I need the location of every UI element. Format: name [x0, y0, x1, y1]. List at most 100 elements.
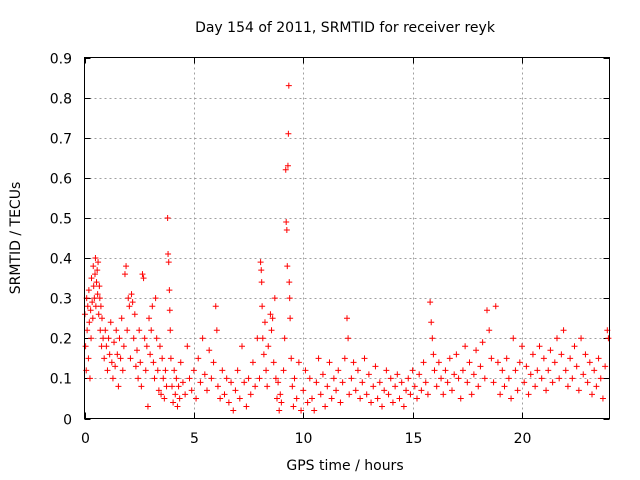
data-point — [241, 379, 248, 386]
data-point — [136, 327, 143, 334]
data-point — [186, 375, 193, 382]
data-point — [374, 395, 381, 402]
data-point — [453, 351, 460, 358]
data-point — [92, 303, 99, 310]
data-point — [586, 359, 593, 366]
data-point — [263, 367, 270, 374]
y-tick-label: 0.6 — [50, 172, 72, 188]
data-point — [259, 335, 266, 342]
data-point — [444, 379, 451, 386]
y-tick-label: 0.8 — [50, 92, 72, 108]
data-point — [152, 295, 159, 302]
data-point — [582, 351, 589, 358]
data-point — [134, 347, 140, 354]
data-point — [199, 335, 206, 342]
data-point — [473, 347, 480, 354]
data-point — [538, 375, 545, 382]
data-point — [94, 267, 101, 274]
data-point — [166, 287, 173, 294]
data-point — [287, 315, 294, 322]
data-point — [427, 299, 434, 306]
data-point — [127, 355, 134, 362]
data-point — [236, 395, 243, 402]
data-point — [87, 307, 94, 314]
data-point — [468, 391, 475, 398]
data-point — [284, 162, 291, 169]
data-point — [418, 387, 425, 394]
data-point — [204, 387, 210, 394]
data-point — [352, 387, 359, 394]
data-point — [309, 395, 315, 402]
data-point — [130, 335, 137, 342]
data-point — [532, 383, 539, 390]
data-point — [119, 367, 126, 374]
data-point — [394, 371, 401, 378]
data-point — [429, 335, 436, 342]
data-point — [424, 391, 431, 398]
data-point — [562, 367, 569, 374]
data-point — [182, 391, 189, 398]
data-point — [138, 383, 145, 390]
data-point — [470, 371, 477, 378]
data-point — [167, 355, 174, 362]
data-point — [569, 375, 576, 382]
data-point — [228, 379, 235, 386]
data-point — [265, 343, 272, 350]
data-point — [256, 375, 263, 382]
data-point — [589, 391, 595, 398]
data-point — [151, 375, 158, 382]
data-point — [114, 351, 121, 358]
data-point — [166, 307, 173, 314]
data-point — [184, 343, 191, 350]
data-point — [140, 275, 147, 282]
data-point — [195, 355, 202, 362]
data-point — [221, 391, 228, 398]
data-point — [346, 391, 353, 398]
data-point — [245, 375, 252, 382]
data-point — [545, 367, 552, 374]
data-point — [109, 375, 116, 382]
data-point — [283, 218, 290, 225]
data-point — [431, 367, 438, 374]
data-point — [120, 343, 127, 350]
data-point — [549, 379, 556, 386]
data-point — [514, 387, 521, 394]
data-point — [409, 367, 416, 374]
data-point — [261, 319, 268, 326]
data-point — [350, 359, 357, 366]
data-point — [494, 359, 501, 366]
data-point — [86, 375, 93, 382]
data-point — [131, 311, 138, 318]
data-point — [285, 82, 292, 89]
data-point — [286, 279, 293, 286]
data-point — [281, 335, 288, 342]
y-tick-label: 0.3 — [50, 292, 72, 308]
data-point — [167, 327, 174, 334]
data-point — [490, 379, 497, 386]
data-point — [457, 395, 464, 402]
data-point — [430, 351, 437, 358]
data-point — [451, 371, 458, 378]
data-point — [107, 319, 114, 326]
data-point — [383, 367, 390, 374]
data-point — [322, 403, 329, 410]
data-point — [239, 343, 245, 350]
x-tick-label: 20 — [514, 431, 532, 447]
data-point — [547, 347, 554, 354]
data-point — [150, 359, 157, 366]
data-point — [363, 391, 370, 398]
data-point — [90, 283, 97, 290]
data-point — [213, 327, 220, 334]
data-point — [92, 255, 99, 262]
data-point — [293, 395, 300, 402]
data-point — [137, 359, 144, 366]
data-point — [259, 303, 266, 310]
data-point — [104, 367, 111, 374]
data-point — [551, 359, 558, 366]
data-point — [368, 399, 375, 406]
data-point — [99, 315, 105, 322]
data-point — [201, 371, 208, 378]
data-point — [501, 383, 508, 390]
data-point — [411, 383, 418, 390]
data-point — [438, 375, 445, 382]
